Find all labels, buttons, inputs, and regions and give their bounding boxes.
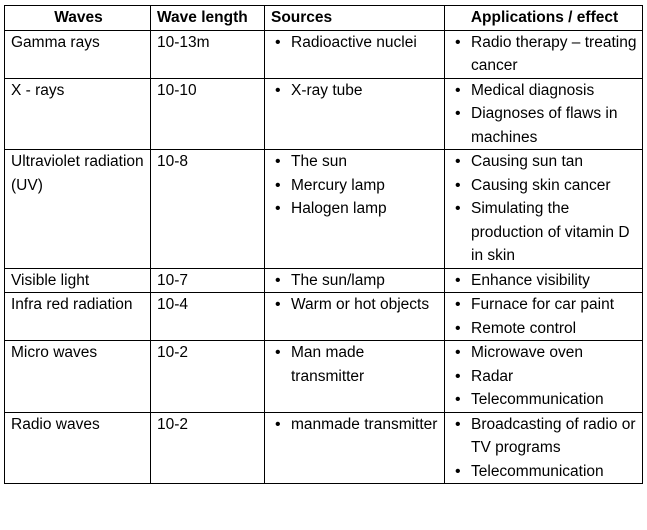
applications-list: Microwave ovenRadarTelecommunication [451,341,638,412]
application-item: Enhance visibility [451,269,638,293]
applications-cell: Furnace for car paintRemote control [444,292,643,341]
applications-list: Broadcasting of radio or TV programsTele… [451,413,638,484]
applications-list: Medical diagnosisDiagnoses of flaws in m… [451,79,638,150]
wave-name-cell: Radio waves [4,411,151,484]
header-sources: Sources [264,5,445,31]
source-item: manmade transmitter [271,413,440,437]
application-item: Medical diagnosis [451,79,638,103]
sources-cell: Radioactive nuclei [264,29,445,79]
sources-cell: X-ray tube [264,77,445,150]
sources-list: X-ray tube [271,79,440,103]
table-row: Ultraviolet radiation (UV)10-8The sunMer… [4,149,643,269]
wave-length-cell: 10-10 [150,77,265,150]
wave-length-cell: 10-13m [150,29,265,79]
source-item: Halogen lamp [271,197,440,221]
header-row: Waves Wave length Sources Applications /… [4,5,643,31]
sources-list: The sun/lamp [271,269,440,293]
wave-name-cell: Visible light [4,267,151,293]
source-item: Radioactive nuclei [271,31,440,55]
application-item: Radar [451,365,638,389]
header-wave-length: Wave length [150,5,265,31]
application-item: Telecommunication [451,460,638,484]
applications-cell: Broadcasting of radio or TV programsTele… [444,411,643,484]
application-item: Simulating the production of vitamin D i… [451,197,638,268]
wave-name-cell: Gamma rays [4,29,151,79]
wave-name-cell: Infra red radiation [4,292,151,341]
header-applications: Applications / effect [444,5,643,31]
applications-cell: Causing sun tanCausing skin cancerSimula… [444,149,643,269]
waves-table: Waves Wave length Sources Applications /… [4,5,643,484]
wave-length-cell: 10-2 [150,411,265,484]
header-waves: Waves [4,5,151,31]
applications-list: Enhance visibility [451,269,638,293]
sources-cell: The sunMercury lampHalogen lamp [264,149,445,269]
source-item: Man made transmitter [271,341,440,388]
application-item: Causing skin cancer [451,174,638,198]
source-item: Mercury lamp [271,174,440,198]
applications-cell: Enhance visibility [444,267,643,293]
sources-cell: Man made transmitter [264,340,445,413]
application-item: Radio therapy – treating cancer [451,31,638,78]
sources-cell: Warm or hot objects [264,292,445,341]
applications-cell: Medical diagnosisDiagnoses of flaws in m… [444,77,643,150]
applications-list: Radio therapy – treating cancer [451,31,638,78]
source-item: X-ray tube [271,79,440,103]
sources-list: Radioactive nuclei [271,31,440,55]
source-item: Warm or hot objects [271,293,440,317]
sources-list: manmade transmitter [271,413,440,437]
applications-cell: Radio therapy – treating cancer [444,29,643,79]
application-item: Furnace for car paint [451,293,638,317]
application-item: Remote control [451,317,638,341]
sources-cell: The sun/lamp [264,267,445,293]
wave-length-cell: 10-7 [150,267,265,293]
source-item: The sun/lamp [271,269,440,293]
applications-list: Causing sun tanCausing skin cancerSimula… [451,150,638,268]
wave-name-cell: X - rays [4,77,151,150]
wave-length-cell: 10-2 [150,340,265,413]
source-item: The sun [271,150,440,174]
application-item: Telecommunication [451,388,638,412]
sources-list: Warm or hot objects [271,293,440,317]
application-item: Broadcasting of radio or TV programs [451,413,638,460]
wave-name-cell: Ultraviolet radiation (UV) [4,149,151,269]
wave-length-cell: 10-8 [150,149,265,269]
wave-length-cell: 10-4 [150,292,265,341]
applications-list: Furnace for car paintRemote control [451,293,638,340]
application-item: Microwave oven [451,341,638,365]
sources-list: The sunMercury lampHalogen lamp [271,150,440,221]
application-item: Causing sun tan [451,150,638,174]
applications-cell: Microwave ovenRadarTelecommunication [444,340,643,413]
sources-list: Man made transmitter [271,341,440,388]
application-item: Diagnoses of flaws in machines [451,102,638,149]
wave-name-cell: Micro waves [4,340,151,413]
sources-cell: manmade transmitter [264,411,445,484]
